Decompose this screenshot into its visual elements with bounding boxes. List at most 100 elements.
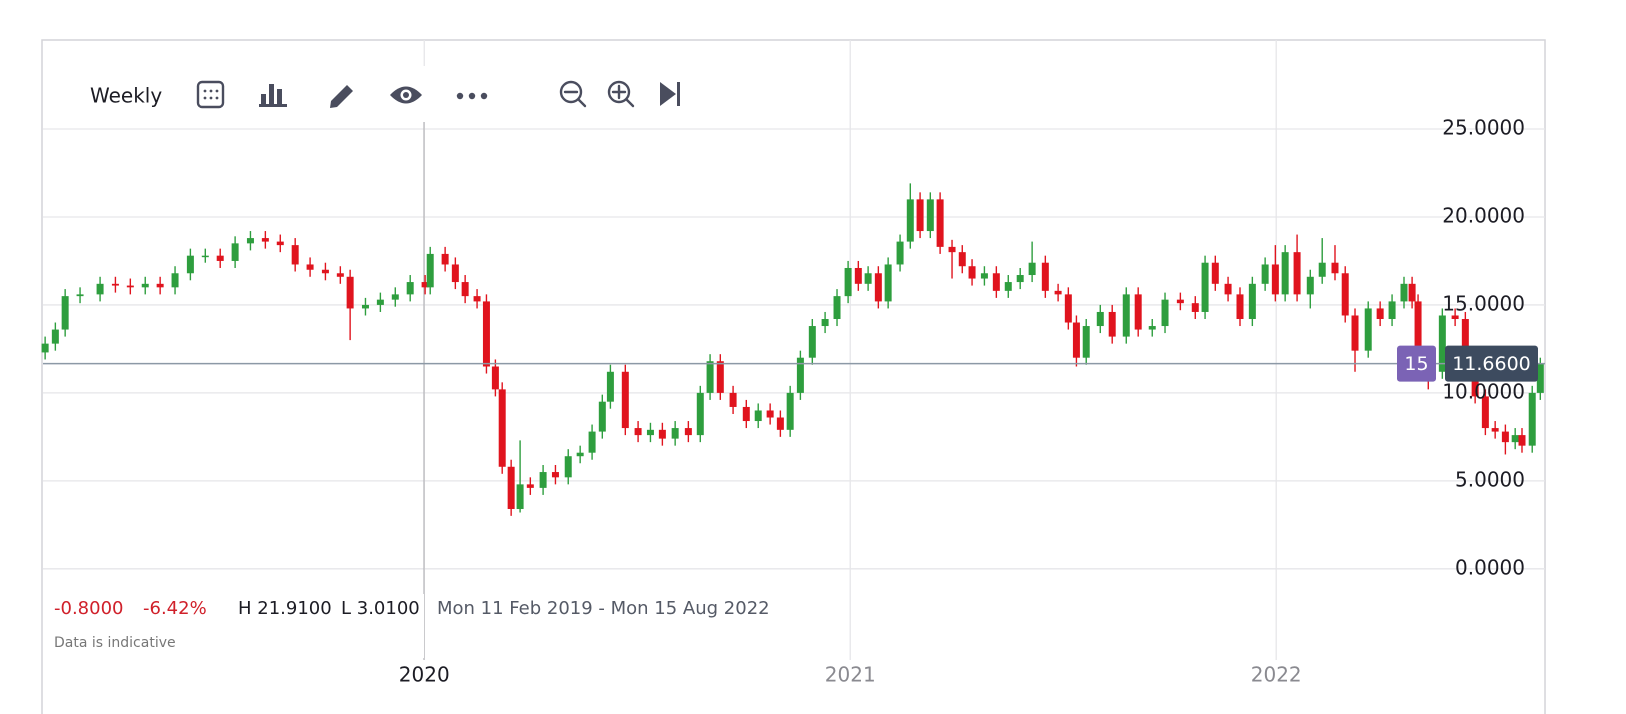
candle-body bbox=[1388, 301, 1396, 320]
candle-body bbox=[754, 410, 762, 422]
candle-body bbox=[671, 428, 679, 439]
candle-body bbox=[141, 283, 149, 288]
candle-body bbox=[1376, 308, 1384, 320]
candle-body bbox=[376, 299, 384, 305]
x-tick-label: 2021 bbox=[825, 663, 876, 687]
candle-body bbox=[1096, 311, 1104, 327]
candle-body bbox=[980, 273, 988, 279]
candle-body bbox=[473, 296, 481, 302]
candle-body bbox=[1481, 396, 1489, 429]
candle-body bbox=[1438, 315, 1446, 372]
candle-body bbox=[742, 406, 750, 422]
candle-body bbox=[621, 371, 629, 429]
candle-body bbox=[729, 392, 737, 407]
candle-body bbox=[821, 319, 829, 327]
candle-body bbox=[1134, 294, 1142, 330]
period-high: H 21.9100 bbox=[238, 598, 332, 619]
candle-body bbox=[1176, 299, 1184, 304]
candle-body bbox=[291, 245, 299, 265]
overlay: 0.0000 5.0000 10.0000 15.0000 20.0000 25.0000… bbox=[43, 116, 1545, 687]
candle-body bbox=[321, 269, 329, 274]
badge: 15 bbox=[1404, 353, 1428, 375]
candle-body bbox=[526, 484, 534, 488]
candle-body bbox=[482, 301, 490, 367]
chart-type-icon[interactable] bbox=[259, 84, 287, 107]
candle-body bbox=[948, 246, 956, 253]
candle-body bbox=[186, 255, 194, 274]
date-range: Mon 11 Feb 2019 - Mon 15 Aug 2022 bbox=[437, 598, 770, 619]
candle-body bbox=[276, 241, 284, 246]
last-price-label: 11.6600 bbox=[1452, 353, 1531, 375]
candle-body bbox=[216, 255, 224, 261]
candle-body bbox=[1451, 315, 1459, 320]
y-tick-label: 25.0000 bbox=[1442, 116, 1525, 140]
candle-body bbox=[156, 283, 164, 288]
change-pct: -6.42% bbox=[143, 598, 207, 619]
candle-body bbox=[1351, 315, 1359, 351]
change: -0.8000 bbox=[54, 598, 123, 619]
candle-body bbox=[706, 361, 714, 393]
candle-body bbox=[1072, 322, 1080, 358]
y-tick-label: 10.0000 bbox=[1442, 379, 1525, 403]
x-tick-label: 2022 bbox=[1251, 663, 1302, 687]
candle-body bbox=[716, 361, 724, 393]
candle-body bbox=[884, 264, 892, 302]
candle-body bbox=[936, 199, 944, 247]
candle-body bbox=[111, 283, 119, 286]
candle-body bbox=[1511, 435, 1519, 443]
candle-body bbox=[246, 238, 254, 244]
interval-button[interactable]: Weekly bbox=[90, 84, 162, 108]
zoom-out-icon[interactable] bbox=[559, 80, 587, 108]
calendar-icon[interactable] bbox=[196, 80, 225, 109]
data-note: Data is indicative bbox=[54, 635, 176, 651]
candle-body bbox=[1004, 282, 1012, 291]
more-icon[interactable] bbox=[456, 92, 488, 100]
candle-body bbox=[451, 264, 459, 283]
candle-body bbox=[491, 366, 499, 390]
candle-body bbox=[696, 392, 704, 436]
candle-body bbox=[808, 326, 816, 358]
candle-body bbox=[507, 466, 515, 509]
candle-body bbox=[1306, 276, 1314, 295]
candle-body bbox=[833, 296, 841, 320]
candle-body bbox=[1536, 363, 1544, 393]
candle-body bbox=[896, 241, 904, 265]
candle-body bbox=[96, 283, 104, 295]
zoom-in-icon[interactable] bbox=[607, 80, 635, 108]
badge-box bbox=[1397, 345, 1436, 382]
candle-body bbox=[1201, 262, 1209, 312]
candle-body bbox=[261, 238, 269, 242]
candle-body bbox=[346, 276, 354, 309]
candle-body bbox=[361, 304, 369, 309]
go-to-latest-icon[interactable] bbox=[660, 82, 680, 106]
candle-body bbox=[864, 273, 872, 284]
y-tick-label: 5.0000 bbox=[1455, 467, 1525, 491]
x-tick-label: 2020 bbox=[399, 663, 450, 687]
y-tick-label: 15.0000 bbox=[1442, 291, 1525, 315]
candle-body bbox=[958, 252, 966, 267]
candle-body bbox=[1028, 262, 1036, 276]
candle-body bbox=[1236, 294, 1244, 320]
candle-body bbox=[1461, 319, 1469, 367]
candle-body bbox=[766, 410, 774, 418]
candle-body bbox=[1224, 283, 1232, 295]
candle-body bbox=[1400, 283, 1408, 302]
candle-body bbox=[992, 273, 1000, 291]
candle-body bbox=[1414, 301, 1422, 355]
candle-body bbox=[336, 273, 344, 277]
y-tick-label: 20.0000 bbox=[1442, 203, 1525, 227]
candle-body bbox=[658, 429, 666, 439]
candle-body bbox=[634, 428, 642, 436]
candle-body bbox=[171, 273, 179, 288]
candle-body bbox=[906, 199, 914, 242]
candle-body bbox=[231, 243, 239, 261]
candle-body bbox=[1501, 431, 1509, 443]
eye-icon[interactable] bbox=[390, 86, 422, 104]
candle-body bbox=[1528, 392, 1536, 446]
candle-body bbox=[646, 429, 654, 436]
candle-body bbox=[1248, 283, 1256, 320]
candle-body bbox=[406, 282, 414, 295]
draw-icon[interactable] bbox=[330, 85, 353, 108]
candle-body bbox=[576, 452, 584, 457]
